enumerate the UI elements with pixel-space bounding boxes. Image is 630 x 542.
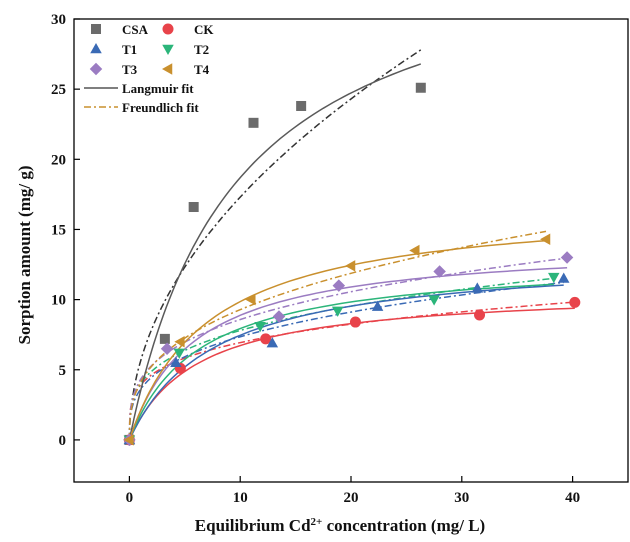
y-tick-label: 10 — [51, 293, 66, 309]
point-t4 — [409, 244, 420, 257]
legend-marker-t4 — [162, 63, 173, 75]
langmuir-fit-csa — [128, 63, 422, 441]
point-t4 — [245, 293, 256, 306]
x-axis-title-main: Equilibrium Cd — [195, 516, 311, 535]
freundlich-fit-t1 — [128, 281, 564, 440]
point-csa — [296, 100, 307, 111]
x-axis-title-superscript: 2+ — [311, 516, 323, 528]
point-ck — [260, 333, 272, 345]
x-tick-label: 20 — [344, 490, 359, 506]
langmuir-fit-ck — [128, 307, 575, 441]
legend-label-t2: T2 — [194, 42, 209, 57]
langmuir-fit-t4 — [128, 239, 547, 441]
y-tick-label: 20 — [51, 152, 66, 168]
freundlich-fit-t3 — [128, 257, 568, 440]
x-tick-label: 0 — [126, 490, 134, 506]
fit-curves — [128, 49, 575, 441]
point-t1 — [557, 272, 570, 283]
point-t1 — [371, 300, 384, 311]
y-tick-label: 0 — [59, 433, 67, 449]
x-axis: 0 10 20 30 40 — [126, 476, 580, 506]
point-t1 — [266, 337, 279, 348]
legend-marker-t3 — [89, 62, 103, 76]
x-axis-title-rest: concentration (mg/ L) — [322, 516, 485, 535]
freundlich-fit-ck — [128, 301, 575, 440]
x-tick-label: 10 — [233, 490, 248, 506]
point-t2 — [331, 306, 344, 317]
langmuir-fit-t1 — [128, 284, 564, 441]
freundlich-fit-t4 — [128, 230, 547, 440]
y-axis-title: Sorption amount (mg/ g) — [15, 166, 34, 345]
x-axis-title: Equilibrium Cd2+ concentration (mg/ L) — [195, 516, 485, 535]
point-csa — [248, 117, 259, 128]
legend-label-t1: T1 — [122, 42, 137, 57]
point-t3 — [433, 265, 446, 278]
point-t4 — [174, 335, 185, 348]
legend-label-t4: T4 — [194, 62, 210, 77]
point-ck — [349, 316, 361, 328]
point-ck — [569, 296, 581, 308]
y-axis: 0 5 10 15 20 25 30 — [51, 12, 80, 449]
point-t2 — [548, 272, 560, 284]
y-tick-label: 15 — [51, 222, 66, 238]
point-t3 — [560, 251, 574, 264]
data-points — [123, 82, 581, 447]
legend-label-ck: CK — [194, 22, 214, 37]
y-tick-label: 5 — [59, 363, 67, 379]
legend-marker-t1 — [90, 43, 102, 54]
legend-marker-ck — [162, 23, 174, 35]
point-t4 — [540, 233, 551, 246]
point-ck — [474, 309, 486, 321]
point-t4 — [345, 260, 356, 272]
point-csa — [188, 202, 199, 213]
legend-label-csa: CSA — [122, 22, 149, 37]
point-t2 — [173, 348, 186, 359]
point-t4 — [123, 434, 134, 446]
y-tick-label: 25 — [51, 82, 66, 98]
legend-label-freundlich: Freundlich fit — [122, 100, 199, 115]
legend-marker-csa — [91, 24, 101, 34]
point-t2 — [428, 295, 440, 306]
legend-marker-t2 — [162, 44, 174, 55]
point-t3 — [332, 279, 346, 292]
legend-label-langmuir: Langmuir fit — [122, 81, 194, 96]
y-tick-label: 30 — [51, 12, 66, 28]
x-tick-label: 30 — [454, 490, 469, 506]
langmuir-fit-t2 — [128, 283, 554, 441]
point-csa — [415, 82, 426, 93]
x-tick-label: 40 — [565, 490, 580, 506]
freundlich-fit-csa — [128, 49, 422, 440]
point-t1 — [170, 356, 182, 367]
legend-label-t3: T3 — [122, 62, 138, 77]
point-t3 — [272, 310, 286, 323]
point-t2 — [254, 322, 266, 333]
freundlich-fit-t2 — [128, 277, 554, 440]
point-t3 — [160, 342, 174, 355]
langmuir-fit-t3 — [128, 266, 568, 441]
point-csa — [159, 333, 170, 344]
point-t1 — [471, 282, 484, 293]
